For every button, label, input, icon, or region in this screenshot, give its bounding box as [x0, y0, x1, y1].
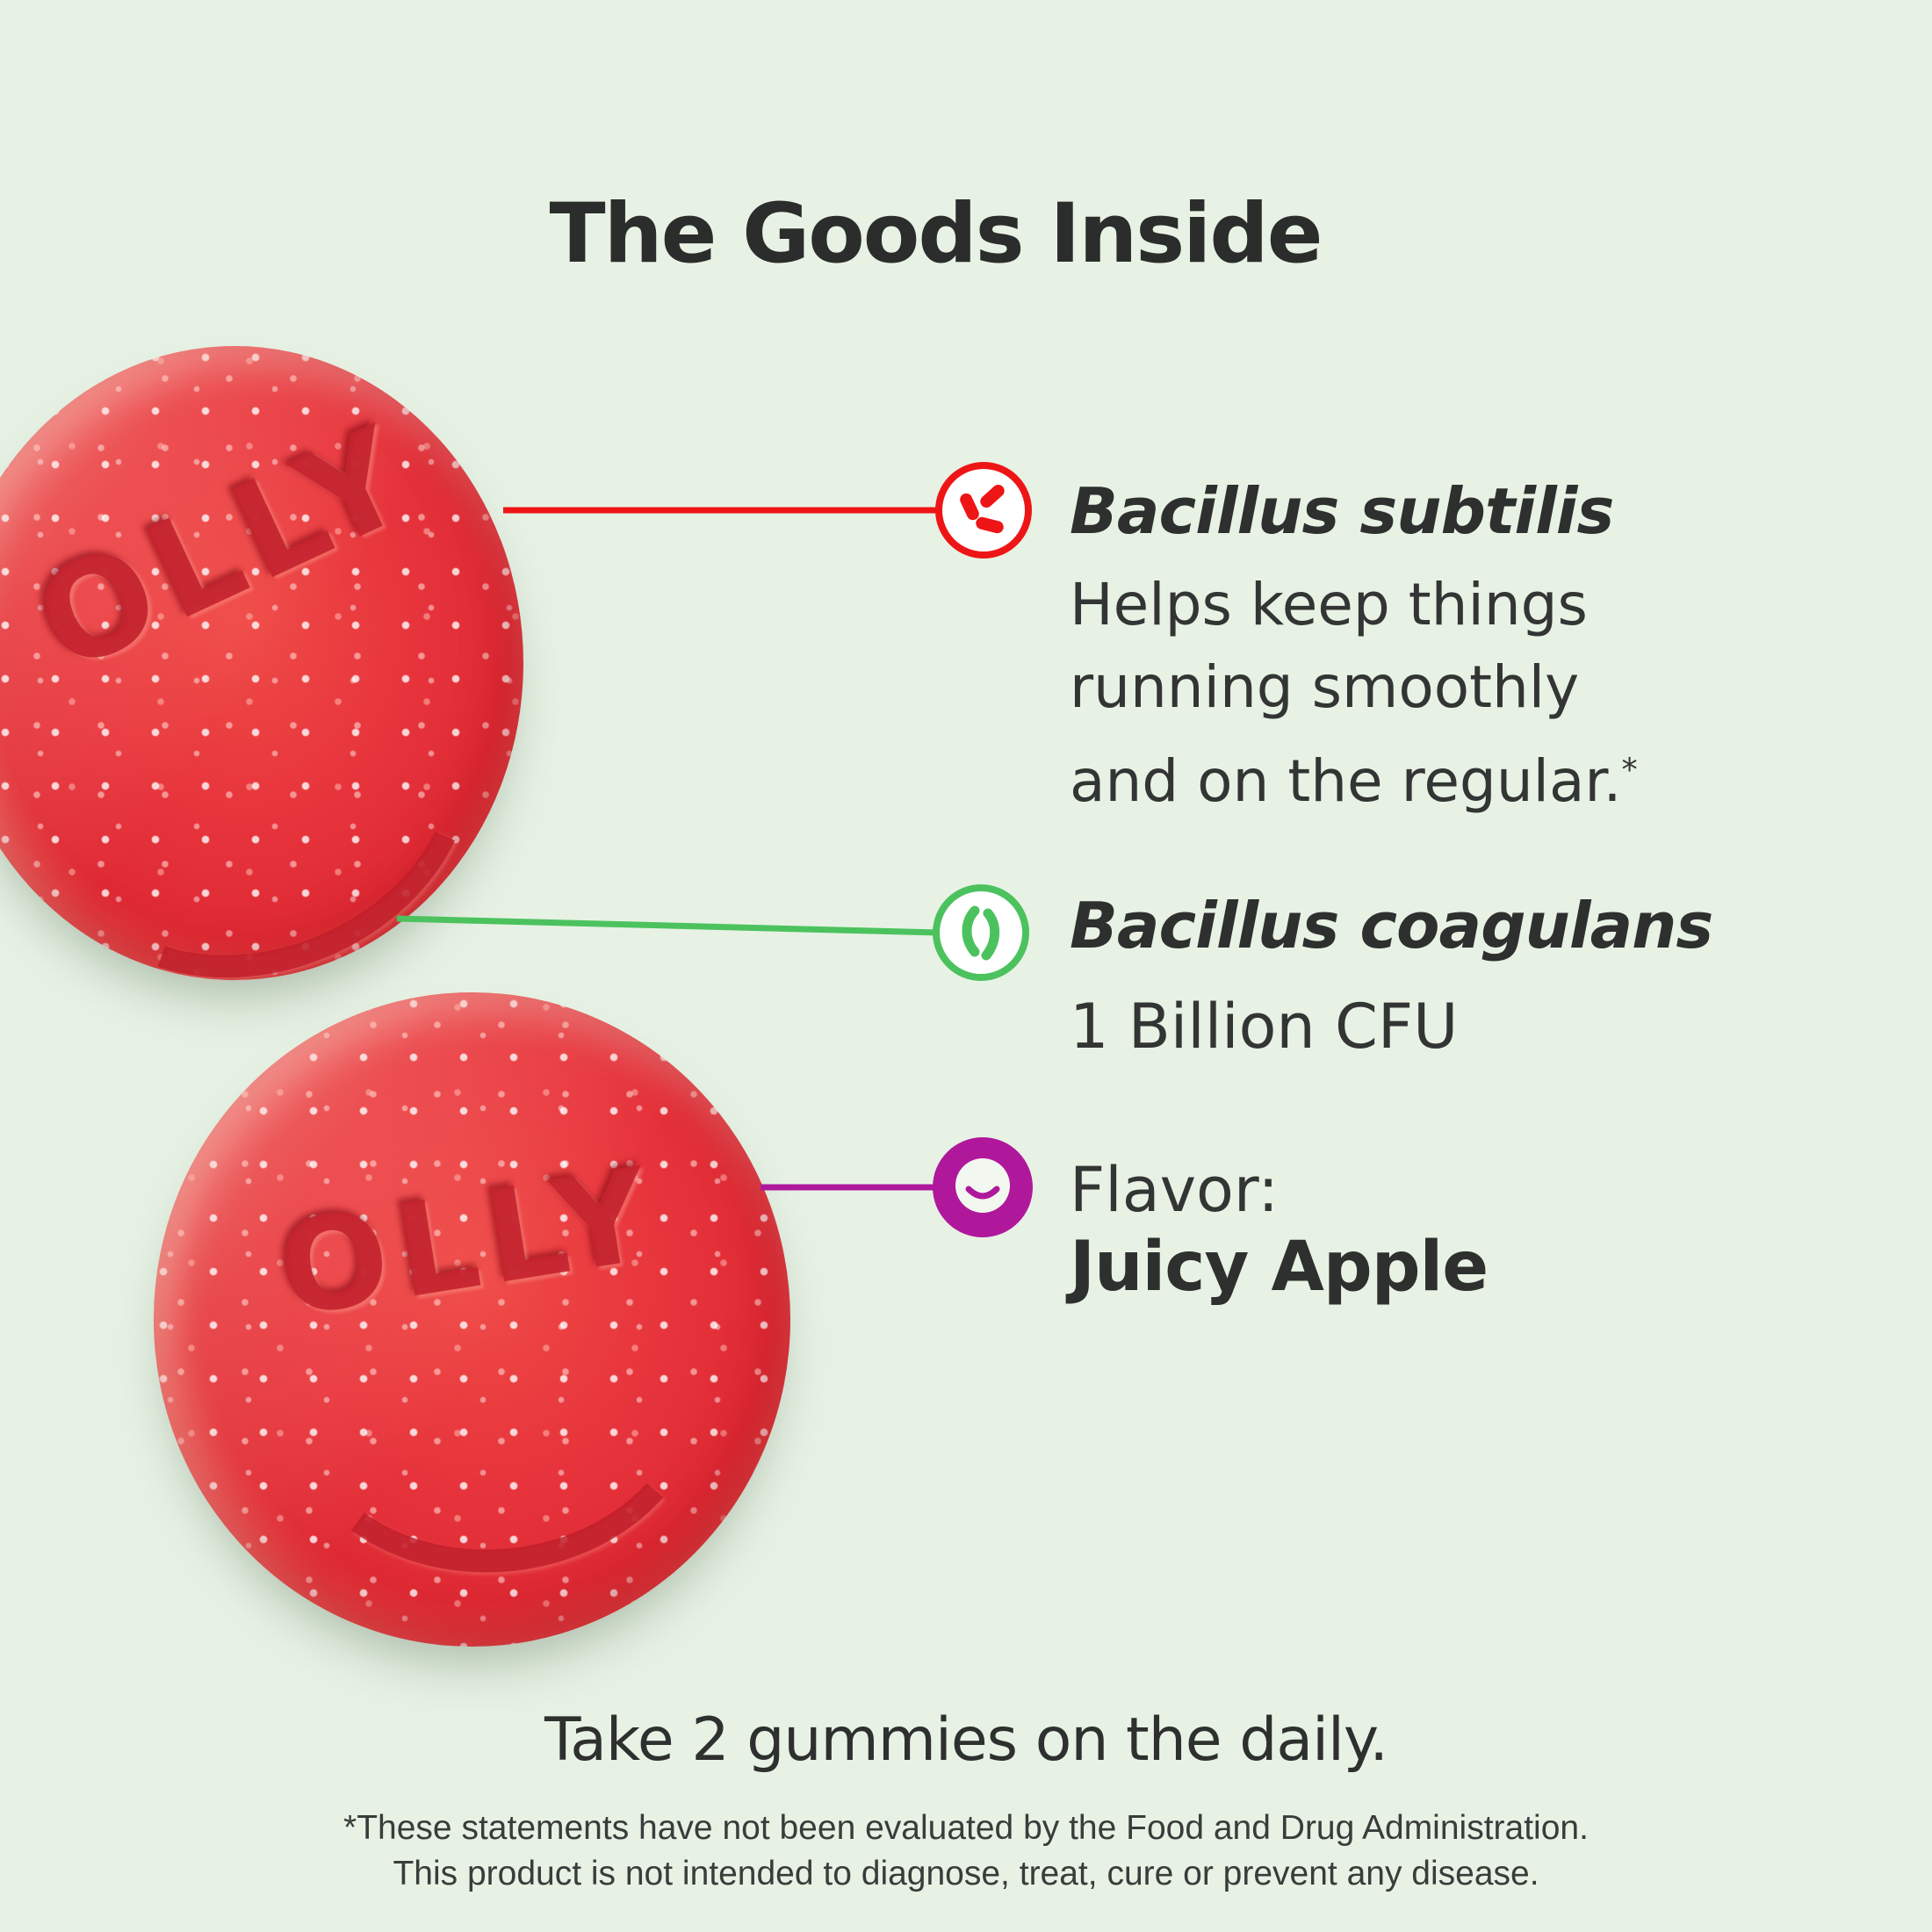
- bacteria-strands-icon: [933, 884, 1029, 981]
- gummy-photo-top: OLLY: [0, 346, 526, 1041]
- page-title: The Goods Inside: [549, 186, 1323, 282]
- disclaimer-line: This product is not intended to diagnose…: [393, 1855, 1539, 1892]
- callout-body-line: running smoothly: [1070, 653, 1580, 721]
- gummy-photo-bottom: OLLY: [154, 992, 790, 1647]
- callout-body-line: and on the regular.*: [1070, 747, 1638, 815]
- callout-title-bacillus-subtilis: Bacillus subtilis: [1070, 474, 1614, 548]
- callout-amount: 1 Billion CFU: [1070, 991, 1459, 1063]
- callout-title-bacillus-coagulans: Bacillus coagulans: [1070, 889, 1713, 962]
- footnote-asterisk: *: [1621, 751, 1638, 789]
- flavor-value: Juicy Apple: [1070, 1228, 1489, 1307]
- callout-body-line: Helps keep things: [1070, 571, 1588, 638]
- connector-line-green: [396, 915, 941, 936]
- flavor-label: Flavor:: [1070, 1154, 1279, 1226]
- smiley-flavor-icon: [933, 1137, 1033, 1237]
- disclaimer-line: *These statements have not been evaluate…: [343, 1809, 1589, 1847]
- callout-body: Helps keep things running smoothly and o…: [1070, 564, 1638, 823]
- fda-disclaimer: *These statements have not been evaluate…: [0, 1806, 1932, 1897]
- bacteria-rods-icon: [935, 462, 1032, 559]
- dosage-text: Take 2 gummies on the daily.: [544, 1705, 1388, 1775]
